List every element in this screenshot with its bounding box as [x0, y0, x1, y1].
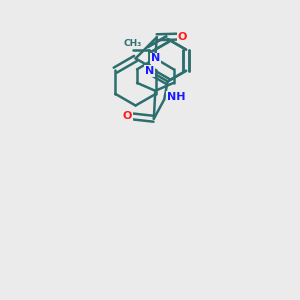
Text: NH: NH	[167, 92, 185, 102]
Text: O: O	[123, 110, 132, 121]
Text: O: O	[178, 32, 188, 42]
Text: CH₃: CH₃	[124, 39, 142, 48]
Text: N: N	[145, 66, 154, 76]
Text: N: N	[151, 53, 160, 63]
